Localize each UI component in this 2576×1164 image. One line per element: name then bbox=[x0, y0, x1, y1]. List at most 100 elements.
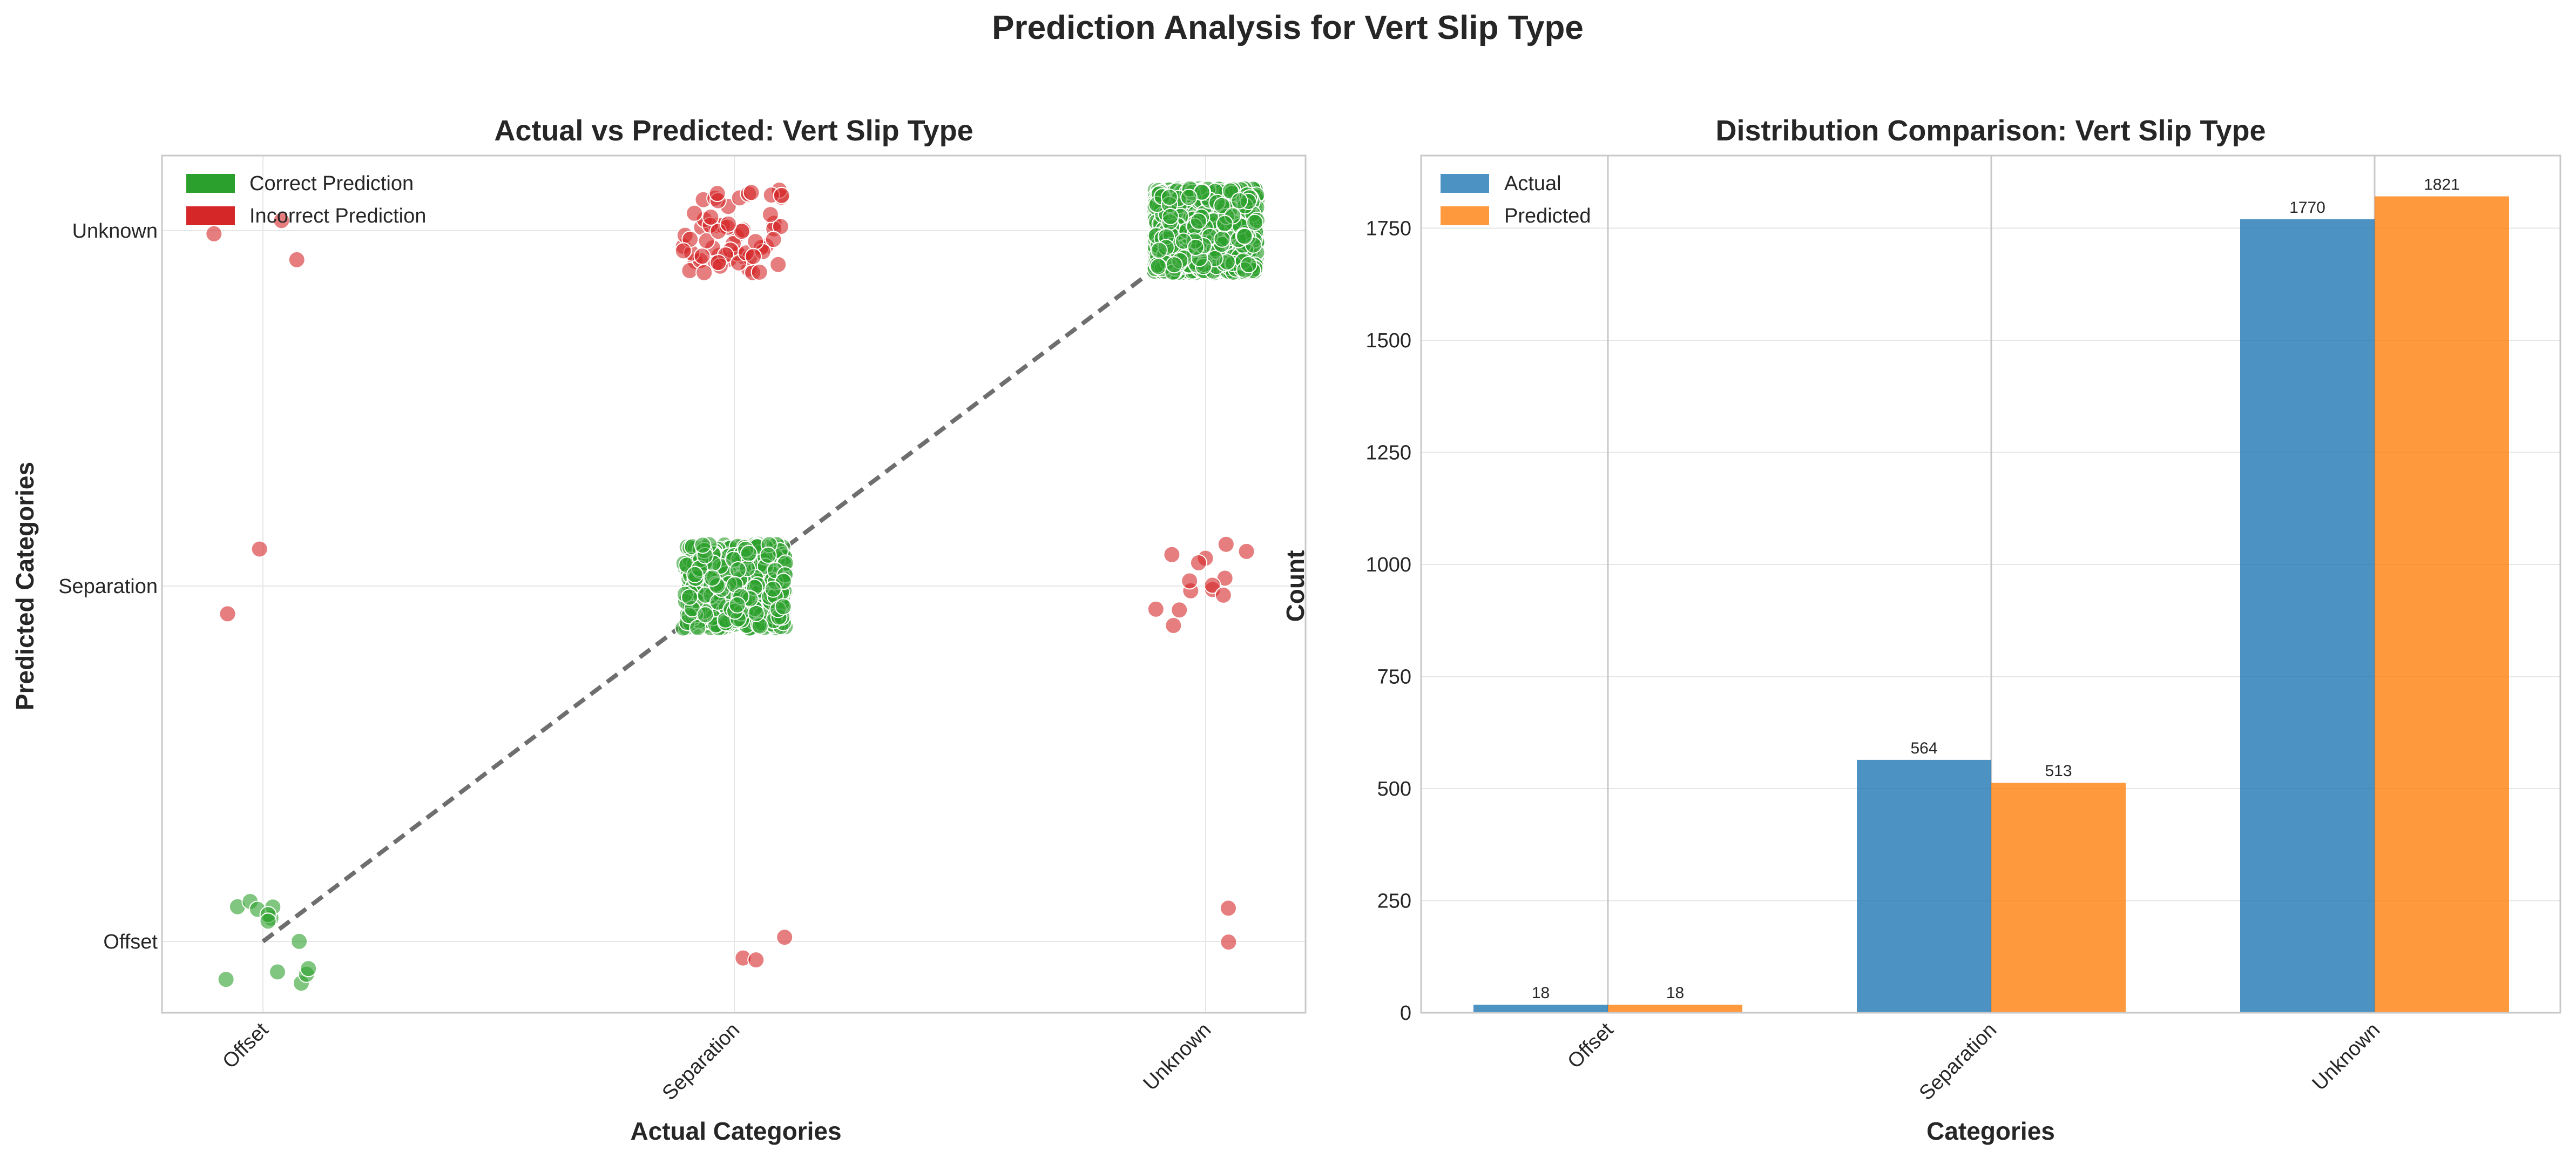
bar-x-axis-label: Categories bbox=[1926, 1117, 2055, 1145]
bar-x-tick-unknown: Unknown bbox=[2308, 1019, 2385, 1095]
point-unknown-unknown bbox=[1246, 213, 1264, 231]
legend-label-predicted: Predicted bbox=[1504, 205, 1591, 227]
legend-swatch-correct bbox=[186, 174, 235, 193]
bar-value-labels: 18 564 1770 18 513 1821 bbox=[1532, 176, 2460, 1002]
point-unknown-unknown bbox=[1240, 256, 1257, 273]
point-unknown-unknown bbox=[1213, 197, 1231, 214]
point-separation-unknown bbox=[708, 185, 726, 203]
point-unknown-unknown bbox=[1161, 207, 1179, 225]
point-separation-unknown bbox=[745, 247, 762, 265]
bar-label-actual-offset: 18 bbox=[1532, 984, 1550, 1002]
point-unknown-separation bbox=[1214, 586, 1232, 604]
point-offset-unknown bbox=[273, 212, 290, 230]
point-unknown-separation bbox=[1147, 600, 1165, 618]
point-separation-unknown bbox=[709, 254, 727, 272]
bar-y-tick-750: 750 bbox=[1377, 665, 1411, 688]
point-unknown-unknown bbox=[1213, 230, 1231, 248]
point-unknown-separation bbox=[1189, 554, 1207, 571]
bar-x-tick-offset: Offset bbox=[1563, 1018, 1618, 1073]
bar-legend: Actual Predicted bbox=[1441, 172, 1591, 227]
legend-label-correct: Correct Prediction bbox=[249, 172, 414, 195]
point-separation-unknown bbox=[751, 263, 768, 281]
point-separation-separation bbox=[740, 544, 758, 562]
point-separation-unknown bbox=[733, 223, 751, 240]
scatter-points bbox=[205, 180, 1266, 992]
legend-swatch-actual bbox=[1441, 174, 1489, 193]
point-offset-separation bbox=[219, 605, 236, 623]
legend-swatch-incorrect bbox=[186, 206, 235, 225]
point-unknown-separation bbox=[1171, 601, 1188, 619]
scatter-x-tick-unknown: Unknown bbox=[1139, 1019, 1216, 1095]
point-separation-offset bbox=[776, 928, 794, 946]
point-separation-separation bbox=[728, 596, 746, 614]
bar-label-predicted-unknown: 1821 bbox=[2424, 176, 2460, 194]
bar-y-tick-1500: 1500 bbox=[1365, 329, 1411, 352]
point-separation-unknown bbox=[720, 215, 737, 233]
scatter-frame bbox=[161, 154, 1307, 1014]
point-unknown-separation bbox=[1163, 546, 1181, 563]
bar-actual-unknown bbox=[2240, 219, 2375, 1013]
point-unknown-unknown bbox=[1150, 241, 1168, 259]
bar-x-tick-separation: Separation bbox=[1915, 1019, 2002, 1105]
point-offset-offset bbox=[290, 932, 308, 950]
point-separation-offset bbox=[747, 951, 765, 969]
bar-y-tick-500: 500 bbox=[1377, 778, 1411, 800]
scatter-legend: Correct Prediction Incorrect Prediction bbox=[186, 172, 426, 227]
point-unknown-unknown bbox=[1187, 238, 1205, 256]
scatter-x-axis-label: Actual Categories bbox=[630, 1117, 841, 1145]
bar-y-axis-label: Count bbox=[1281, 550, 1309, 622]
point-offset-offset bbox=[259, 912, 277, 930]
scatter-x-tick-offset: Offset bbox=[218, 1018, 273, 1073]
point-separation-unknown bbox=[769, 255, 787, 273]
bar-y-tick-1750: 1750 bbox=[1365, 217, 1411, 240]
point-unknown-unknown bbox=[1180, 189, 1198, 206]
point-separation-separation bbox=[689, 618, 707, 636]
point-separation-unknown bbox=[686, 204, 704, 222]
bar-predicted-offset bbox=[1608, 1005, 1742, 1013]
point-separation-unknown bbox=[765, 231, 782, 248]
point-separation-unknown bbox=[761, 206, 779, 224]
point-separation-separation bbox=[694, 536, 712, 554]
scatter-x-tick-separation: Separation bbox=[658, 1019, 745, 1105]
point-separation-separation bbox=[759, 546, 777, 564]
point-unknown-offset bbox=[1220, 899, 1237, 917]
scatter-y-axis-label: Predicted Categories bbox=[11, 462, 39, 710]
legend-label-actual: Actual bbox=[1504, 172, 1561, 195]
bar-y-tick-1000: 1000 bbox=[1365, 554, 1411, 576]
point-separation-separation bbox=[697, 606, 714, 624]
point-unknown-separation bbox=[1204, 576, 1221, 594]
point-unknown-separation bbox=[1238, 542, 1255, 560]
figure-suptitle: Prediction Analysis for Vert Slip Type bbox=[992, 9, 1584, 46]
point-separation-unknown bbox=[742, 184, 760, 201]
point-unknown-unknown bbox=[1230, 192, 1248, 210]
point-unknown-separation bbox=[1217, 535, 1235, 553]
bar-panel: 0 250 500 750 1000 1250 1500 1750 Offset Separati… bbox=[1281, 115, 2561, 1145]
point-separation-unknown bbox=[674, 242, 692, 260]
point-unknown-separation bbox=[1181, 572, 1199, 590]
scatter-y-tick-separation: Separation bbox=[58, 575, 158, 598]
diagonal-reference bbox=[261, 228, 1207, 944]
point-separation-unknown bbox=[747, 233, 765, 251]
bar-y-tick-0: 0 bbox=[1400, 1002, 1411, 1025]
bar-label-actual-unknown: 1770 bbox=[2289, 199, 2325, 217]
point-separation-unknown bbox=[772, 218, 789, 236]
bar-label-actual-separation: 564 bbox=[1910, 739, 1937, 757]
point-unknown-unknown bbox=[1165, 256, 1183, 274]
bar-predicted-separation bbox=[1991, 783, 2126, 1013]
bar-title: Distribution Comparison: Vert Slip Type bbox=[1715, 115, 2266, 147]
point-separation-separation bbox=[704, 569, 721, 587]
point-offset-offset bbox=[300, 960, 317, 978]
point-unknown-unknown bbox=[1160, 189, 1178, 206]
point-offset-unknown bbox=[288, 251, 306, 268]
point-offset-separation bbox=[251, 540, 268, 558]
scatter-panel: Offset Offset Separation Separation Unknown U… bbox=[11, 115, 1307, 1145]
point-separation-unknown bbox=[773, 186, 790, 204]
bar-y-tick-250: 250 bbox=[1377, 890, 1411, 912]
point-unknown-unknown bbox=[1189, 212, 1207, 230]
point-unknown-offset bbox=[1220, 933, 1238, 951]
point-offset-offset bbox=[217, 971, 235, 988]
bar-label-predicted-separation: 513 bbox=[2045, 762, 2072, 780]
bars bbox=[1473, 196, 2509, 1013]
diagonal-line bbox=[261, 228, 1207, 944]
